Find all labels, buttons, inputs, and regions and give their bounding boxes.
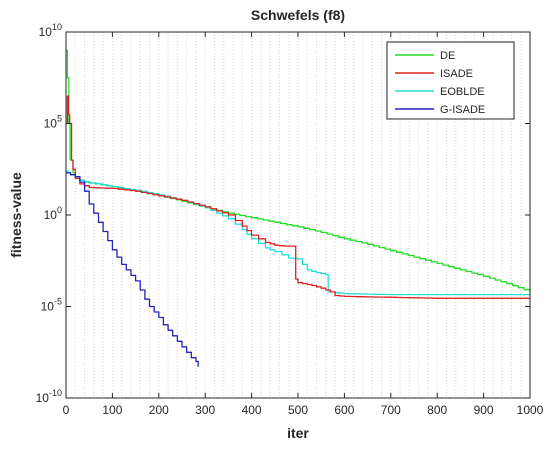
legend-label: ISADE — [440, 68, 473, 80]
y-tick-label: 105 — [44, 114, 62, 131]
x-tick-label: 700 — [381, 403, 401, 417]
x-tick-label: 800 — [427, 403, 447, 417]
y-tick-exponent: 10 — [52, 22, 62, 32]
y-tick-base: 10 — [44, 208, 58, 222]
y-tick-exponent: -10 — [49, 388, 62, 398]
x-tick-label: 100 — [102, 403, 122, 417]
x-tick-label: 0 — [63, 403, 70, 417]
y-tick-base: 10 — [41, 300, 55, 314]
x-tick-label: 300 — [195, 403, 215, 417]
x-tick-label: 1000 — [517, 403, 544, 417]
legend-label: DE — [440, 50, 455, 62]
y-tick-exponent: 5 — [57, 114, 62, 124]
legend-label: G-ISADE — [440, 104, 485, 116]
x-axis-label: iter — [287, 425, 309, 441]
y-tick-exponent: 0 — [57, 205, 62, 215]
y-tick-base: 10 — [36, 391, 50, 405]
x-tick-label: 500 — [288, 403, 308, 417]
x-tick-label: 600 — [334, 403, 354, 417]
y-tick-exponent: -5 — [54, 297, 62, 307]
x-tick-label: 900 — [474, 403, 494, 417]
series-layer — [66, 49, 531, 367]
y-axis-label: fitness-value — [8, 172, 24, 258]
y-tick-base: 10 — [44, 117, 58, 131]
tick-layer: 0 100 200 300 400 500 600 700 800 900 100010101051… — [36, 22, 544, 417]
chart-title: Schwefels (f8) — [251, 7, 345, 23]
series-line-eoblde — [66, 170, 530, 296]
series-line-g-isade — [66, 172, 199, 367]
y-tick-base: 10 — [39, 25, 53, 39]
y-tick-label: 10-5 — [41, 297, 62, 314]
series-line-isade — [66, 95, 530, 299]
y-tick-label: 10-10 — [36, 388, 62, 405]
y-tick-label: 1010 — [39, 22, 62, 39]
legend: DE ISADE EOBLDE G-ISADE — [386, 41, 515, 120]
x-tick-label: 200 — [149, 403, 169, 417]
legend-items: DE ISADE EOBLDE G-ISADE — [395, 50, 485, 116]
y-tick-label: 100 — [44, 205, 62, 222]
legend-label: EOBLDE — [440, 86, 485, 98]
x-tick-label: 400 — [242, 403, 262, 417]
